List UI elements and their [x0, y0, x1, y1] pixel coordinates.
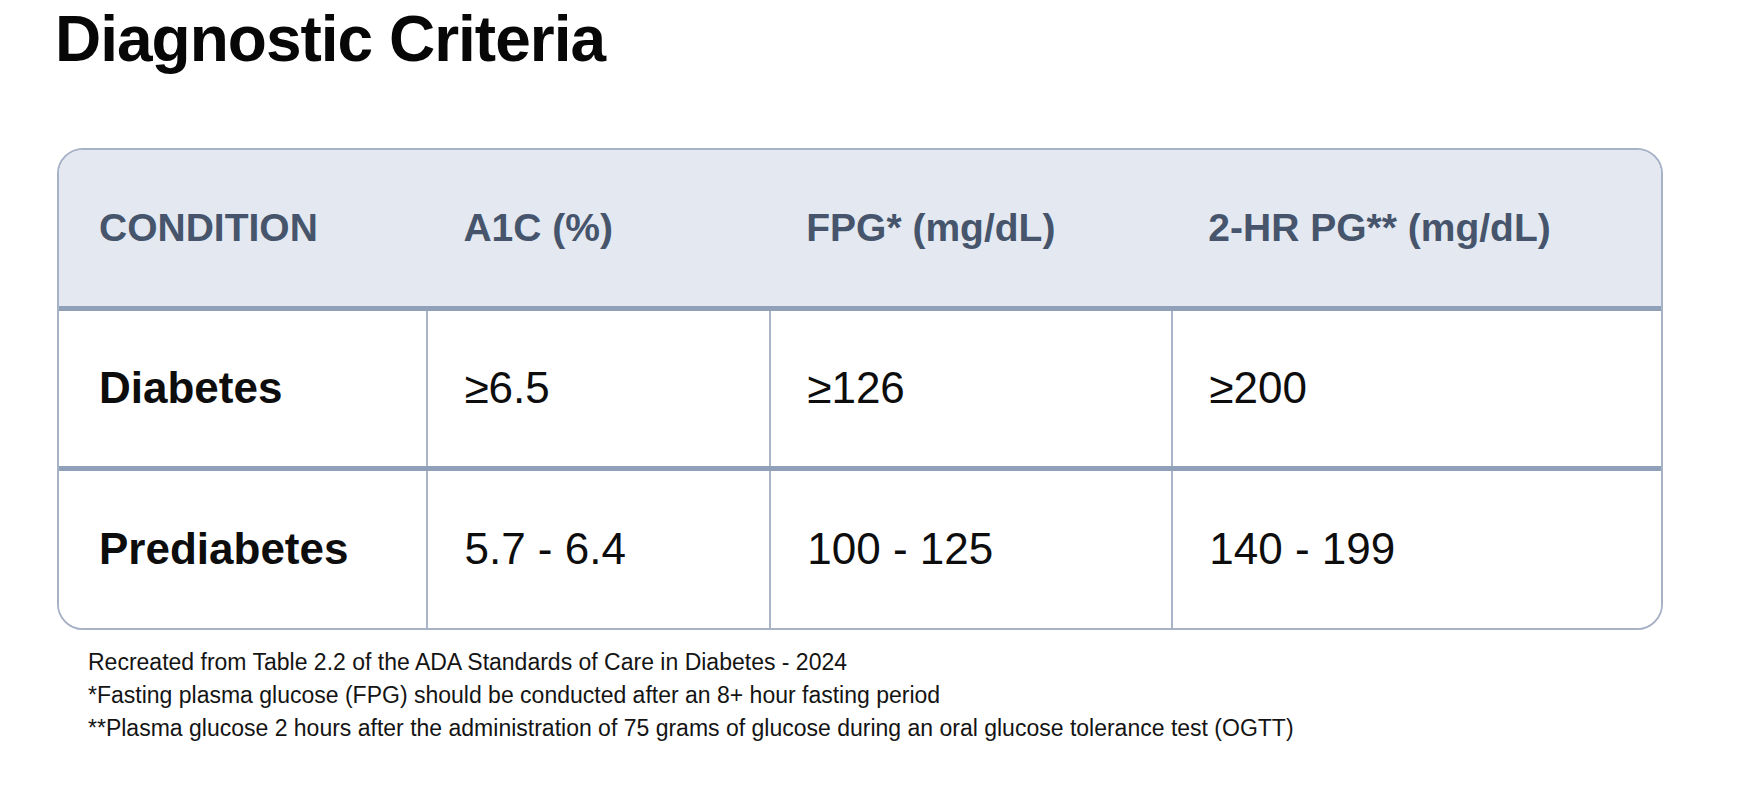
page-title: Diagnostic Criteria — [55, 2, 605, 76]
header-cell-condition: CONDITION — [59, 150, 427, 308]
cell-prediabetes-fpg: 100 - 125 — [770, 468, 1172, 628]
footnote-ogtt: **Plasma glucose 2 hours after the admin… — [88, 712, 1294, 745]
table-row-prediabetes: Prediabetes 5.7 - 6.4 100 - 125 140 - 19… — [59, 468, 1661, 628]
document-page: Diagnostic Criteria CONDITION A1C (%) FP… — [0, 0, 1753, 811]
footnote-source: Recreated from Table 2.2 of the ADA Stan… — [88, 646, 1294, 679]
diagnostic-criteria-table: CONDITION A1C (%) FPG* (mg/dL) 2-HR PG**… — [59, 150, 1661, 628]
cell-prediabetes-2hr-pg: 140 - 199 — [1172, 468, 1661, 628]
table-header-row: CONDITION A1C (%) FPG* (mg/dL) 2-HR PG**… — [59, 150, 1661, 308]
cell-diabetes-fpg: ≥126 — [770, 308, 1172, 468]
cell-prediabetes-a1c: 5.7 - 6.4 — [427, 468, 770, 628]
header-cell-a1c: A1C (%) — [427, 150, 770, 308]
diagnostic-criteria-table-card: CONDITION A1C (%) FPG* (mg/dL) 2-HR PG**… — [57, 148, 1663, 630]
footnotes: Recreated from Table 2.2 of the ADA Stan… — [88, 646, 1294, 745]
cell-diabetes-2hr-pg: ≥200 — [1172, 308, 1661, 468]
cell-diabetes-condition: Diabetes — [59, 308, 427, 468]
footnote-fpg: *Fasting plasma glucose (FPG) should be … — [88, 679, 1294, 712]
cell-prediabetes-condition: Prediabetes — [59, 468, 427, 628]
header-cell-fpg: FPG* (mg/dL) — [770, 150, 1172, 308]
cell-diabetes-a1c: ≥6.5 — [427, 308, 770, 468]
header-cell-2hr-pg: 2-HR PG** (mg/dL) — [1172, 150, 1661, 308]
table-row-diabetes: Diabetes ≥6.5 ≥126 ≥200 — [59, 308, 1661, 468]
